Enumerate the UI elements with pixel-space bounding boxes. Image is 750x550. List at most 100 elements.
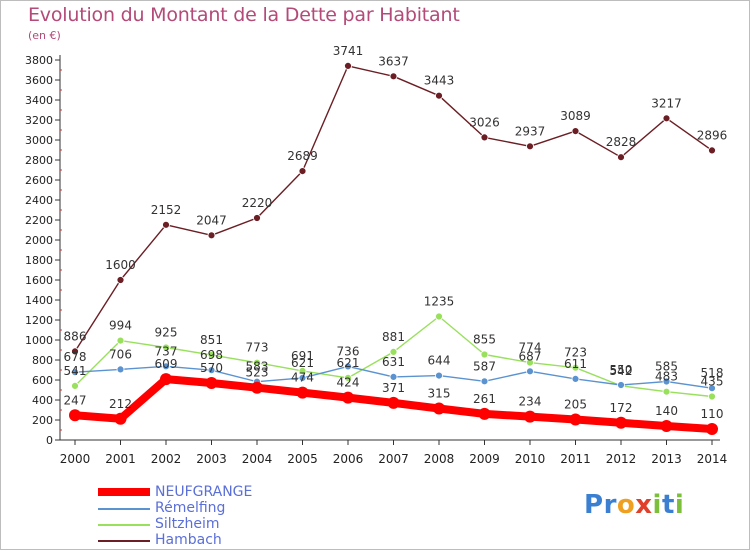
data-label-siltzheim: 773 bbox=[246, 341, 269, 355]
y-tick-label: 3600 bbox=[25, 74, 53, 87]
data-point-remelfing bbox=[435, 371, 443, 380]
x-tick-label: 2006 bbox=[333, 452, 364, 466]
data-label-remelfing: 550 bbox=[610, 363, 633, 377]
data-label-remelfing: 621 bbox=[291, 356, 314, 370]
data-point-siltzheim bbox=[662, 387, 671, 396]
data-point-hambach bbox=[116, 276, 125, 284]
data-point-siltzheim bbox=[207, 350, 216, 359]
data-point-hambach bbox=[526, 142, 534, 151]
logo-letter: t bbox=[661, 490, 675, 520]
y-tick-label: 2400 bbox=[25, 194, 53, 207]
data-point-remelfing bbox=[298, 373, 307, 382]
data-point-neufgrange bbox=[660, 420, 673, 432]
data-point-remelfing bbox=[389, 372, 398, 381]
y-tick-label: 2000 bbox=[25, 234, 53, 247]
data-label-remelfing: 583 bbox=[246, 360, 269, 374]
data-point-hambach bbox=[662, 114, 671, 123]
data-point-siltzheim bbox=[571, 363, 580, 372]
data-label-neufgrange: 609 bbox=[155, 357, 178, 371]
x-tick-label: 2003 bbox=[196, 452, 227, 466]
data-point-neufgrange bbox=[478, 407, 491, 420]
data-point-neufgrange bbox=[205, 377, 218, 389]
logo-letter: i bbox=[652, 490, 662, 520]
data-label-siltzheim: 851 bbox=[200, 333, 223, 347]
legend-label-hambach: Hambach bbox=[155, 532, 222, 548]
data-point-remelfing bbox=[162, 362, 170, 371]
data-label-remelfing: 611 bbox=[564, 357, 587, 371]
data-label-neufgrange: 523 bbox=[246, 366, 269, 380]
y-tick-label: 1800 bbox=[25, 254, 53, 267]
data-point-siltzheim bbox=[162, 343, 170, 352]
data-label-siltzheim: 774 bbox=[519, 341, 542, 355]
data-label-neufgrange: 212 bbox=[109, 397, 132, 411]
data-label-neufgrange: 371 bbox=[382, 381, 405, 395]
x-tick-label: 2011 bbox=[560, 452, 591, 466]
y-tick-label: 400 bbox=[32, 394, 53, 407]
data-point-siltzheim bbox=[526, 358, 534, 367]
data-point-hambach bbox=[435, 91, 443, 100]
data-point-remelfing bbox=[708, 384, 716, 393]
data-point-neufgrange bbox=[433, 402, 445, 415]
data-label-remelfing: 698 bbox=[200, 348, 223, 362]
data-label-remelfing: 736 bbox=[337, 344, 360, 358]
data-label-siltzheim: 435 bbox=[701, 375, 724, 389]
legend-item-remelfing: Rémelfing bbox=[98, 500, 358, 516]
data-point-siltzheim bbox=[480, 350, 489, 359]
data-label-siltzheim: 855 bbox=[473, 333, 496, 347]
data-label-neufgrange: 315 bbox=[428, 387, 451, 401]
data-label-neufgrange: 172 bbox=[610, 401, 633, 415]
data-point-remelfing bbox=[480, 377, 489, 386]
data-label-neufgrange: 110 bbox=[701, 407, 724, 421]
data-label-hambach: 1600 bbox=[105, 258, 136, 272]
data-point-neufgrange bbox=[706, 423, 718, 435]
data-label-neufgrange: 261 bbox=[473, 392, 496, 406]
data-point-hambach bbox=[571, 127, 580, 136]
y-tick-label: 1400 bbox=[25, 294, 53, 307]
data-point-neufgrange bbox=[524, 410, 536, 423]
legend-swatch-remelfing bbox=[98, 508, 150, 510]
data-point-siltzheim bbox=[253, 358, 261, 367]
legend-item-siltzheim: Siltzheim bbox=[98, 516, 358, 532]
data-point-hambach bbox=[389, 72, 398, 81]
data-label-remelfing: 587 bbox=[473, 359, 496, 373]
y-tick-label: 0 bbox=[46, 434, 53, 447]
logo-letter: x bbox=[635, 490, 653, 520]
x-tick-label: 2002 bbox=[151, 452, 182, 466]
data-label-remelfing: 518 bbox=[701, 366, 724, 380]
x-tick-label: 2012 bbox=[606, 452, 637, 466]
data-point-hambach bbox=[708, 146, 716, 155]
y-tick-label: 1600 bbox=[25, 274, 53, 287]
data-label-hambach: 3026 bbox=[469, 115, 500, 129]
data-point-hambach bbox=[162, 220, 170, 229]
data-label-hambach: 886 bbox=[64, 329, 87, 343]
data-label-neufgrange: 474 bbox=[291, 371, 314, 385]
data-point-hambach bbox=[617, 153, 625, 162]
data-point-siltzheim bbox=[389, 347, 398, 356]
logo-letter: r bbox=[603, 490, 617, 520]
data-label-remelfing: 585 bbox=[655, 360, 678, 374]
y-tick-label: 1000 bbox=[25, 334, 53, 347]
legend-swatch-siltzheim bbox=[98, 524, 150, 526]
x-tick-label: 2010 bbox=[515, 452, 546, 466]
x-tick-label: 2013 bbox=[651, 452, 682, 466]
data-label-siltzheim: 925 bbox=[155, 326, 178, 340]
data-point-neufgrange bbox=[615, 416, 627, 429]
y-tick-label: 3800 bbox=[25, 54, 53, 67]
data-point-neufgrange bbox=[296, 386, 309, 399]
x-tick-label: 2004 bbox=[242, 452, 273, 466]
data-point-siltzheim bbox=[71, 381, 79, 390]
data-label-remelfing: 631 bbox=[382, 355, 405, 369]
data-label-hambach: 2828 bbox=[606, 135, 637, 149]
data-label-neufgrange: 424 bbox=[337, 376, 360, 390]
data-label-remelfing: 687 bbox=[519, 349, 542, 363]
data-label-siltzheim: 621 bbox=[337, 356, 360, 370]
data-point-neufgrange bbox=[251, 381, 263, 394]
data-point-neufgrange bbox=[69, 409, 81, 422]
data-label-siltzheim: 542 bbox=[610, 364, 633, 378]
data-point-neufgrange bbox=[160, 373, 172, 386]
data-label-hambach: 2047 bbox=[196, 213, 227, 227]
y-tick-label: 3400 bbox=[25, 94, 53, 107]
data-label-remelfing: 678 bbox=[64, 350, 87, 364]
data-label-remelfing: 706 bbox=[109, 347, 132, 361]
